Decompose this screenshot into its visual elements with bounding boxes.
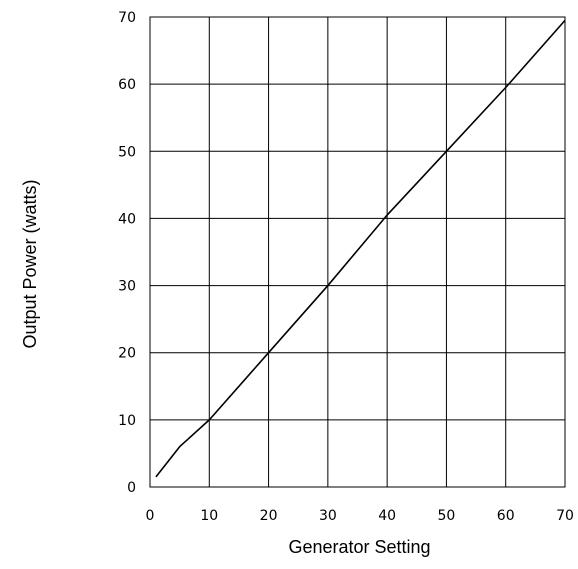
series-layer bbox=[155, 19, 566, 478]
y-tick-label: 20 bbox=[118, 346, 136, 362]
y-tick-label: 60 bbox=[118, 77, 136, 93]
y-tick-label: 50 bbox=[118, 144, 136, 160]
y-tick-label: 30 bbox=[118, 279, 136, 295]
vertical-gridlines bbox=[149, 17, 566, 487]
y-tick-label: 0 bbox=[127, 480, 136, 496]
y-tick-labels: 0 10 20 30 40 50 60 70 bbox=[118, 10, 136, 496]
y-tick-label: 40 bbox=[118, 211, 136, 227]
y-tick-label: 10 bbox=[118, 413, 136, 429]
x-tick-label: 40 bbox=[378, 508, 396, 524]
y-tick-label: 70 bbox=[118, 10, 136, 26]
x-tick-label: 30 bbox=[319, 508, 337, 524]
plot-frame bbox=[149, 16, 566, 488]
series-line bbox=[155, 19, 566, 478]
x-tick-label: 10 bbox=[200, 508, 218, 524]
y-axis-title: Output Power (watts) bbox=[20, 179, 40, 348]
x-tick-labels: 0 10 20 30 40 50 60 70 bbox=[146, 508, 574, 524]
x-tick-label: 70 bbox=[556, 508, 574, 524]
x-tick-label: 60 bbox=[497, 508, 515, 524]
x-tick-label: 20 bbox=[260, 508, 278, 524]
x-axis-title: Generator Setting bbox=[288, 537, 430, 557]
x-tick-label: 0 bbox=[146, 508, 155, 524]
x-tick-label: 50 bbox=[438, 508, 456, 524]
